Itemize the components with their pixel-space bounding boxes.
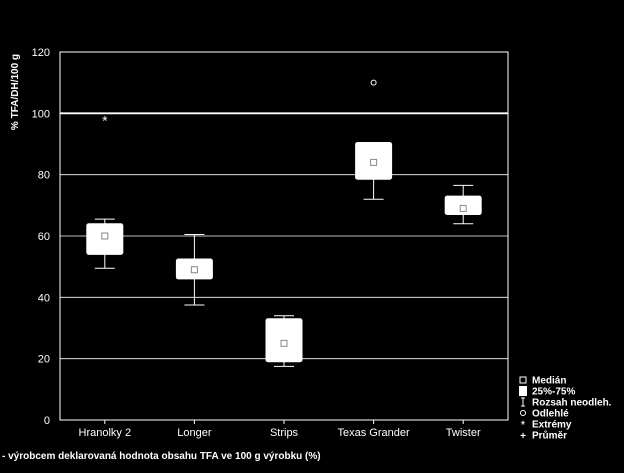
legend-label: Medián	[532, 376, 566, 387]
legend-label: Extrémy	[532, 420, 572, 431]
y-tick-label: 100	[32, 108, 50, 120]
x-tick-label: Strips	[270, 427, 299, 439]
median-marker	[101, 232, 109, 240]
legend-label: Průměr	[532, 430, 567, 442]
legend-label: 25%-75%	[532, 387, 575, 398]
outlier-point	[370, 79, 377, 86]
median-marker	[370, 158, 378, 166]
y-tick-label: 60	[38, 231, 50, 243]
legend-label: Odlehlé	[532, 409, 569, 420]
median-marker	[190, 266, 198, 274]
x-tick-label: Twister	[446, 427, 481, 439]
footnote: - výrobcem deklarovaná hodnota obsahu TF…	[2, 451, 321, 462]
y-tick-label: 80	[38, 170, 50, 182]
iqr-box	[175, 258, 213, 280]
y-tick-label: 120	[32, 47, 50, 59]
extreme-point: *	[102, 112, 108, 128]
median-marker	[280, 339, 288, 347]
y-tick-label: 40	[38, 292, 50, 304]
legend-symbol-extreme: *	[521, 418, 526, 432]
x-tick-label: Texas Grander	[338, 427, 410, 439]
legend-label: Rozsah neodleh.	[532, 398, 612, 409]
legend-symbol-mean: +	[520, 431, 526, 442]
x-tick-label: Hranolky 2	[79, 427, 132, 439]
y-axis-label: % TFA/DH/100 g	[10, 54, 21, 130]
median-marker	[459, 204, 467, 212]
legend-symbol-box	[519, 386, 527, 396]
legend-symbol-outlier	[520, 410, 526, 416]
y-tick-label: 0	[44, 415, 50, 427]
y-tick-label: 20	[38, 354, 50, 366]
legend-symbol-median	[519, 376, 527, 384]
iqr-box	[355, 141, 393, 180]
x-tick-label: Longer	[177, 427, 212, 439]
